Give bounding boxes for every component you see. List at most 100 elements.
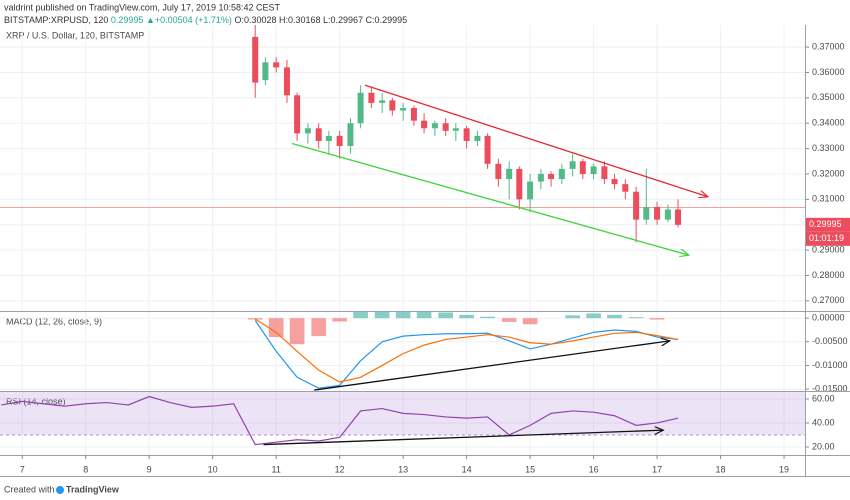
- histogram-bar: [501, 318, 517, 322]
- x-tick-label: 17: [652, 464, 662, 474]
- candle-body: [431, 123, 438, 129]
- candle-body: [400, 107, 407, 111]
- candle-body: [325, 135, 332, 141]
- y-tick-label: 0.36000: [812, 67, 845, 77]
- candle-body: [579, 161, 586, 174]
- symbol: BITSTAMP:XRPUSD, 120: [4, 15, 108, 25]
- indicator-line: [254, 320, 679, 389]
- histogram-bar: [332, 318, 347, 322]
- y-tick-label: -0.00500: [812, 336, 848, 346]
- footer-brand: TradingView: [66, 484, 120, 494]
- candle-body: [537, 173, 544, 182]
- candle-body: [558, 168, 565, 180]
- y-tick-label: 0.34000: [812, 118, 845, 128]
- histogram-bar: [416, 312, 432, 319]
- histogram-bar: [268, 318, 284, 338]
- y-tick-label: 0.00000: [812, 313, 845, 323]
- countdown-label: 01:01:19: [809, 233, 844, 243]
- candle-body: [590, 166, 597, 174]
- x-tick-label: 11: [271, 464, 280, 474]
- candle-body: [315, 128, 322, 141]
- candle-body: [410, 107, 417, 121]
- price: 0.29995: [111, 15, 144, 25]
- brand-logo: [56, 486, 64, 494]
- candle-body: [357, 92, 364, 124]
- countdown-box: [805, 231, 850, 246]
- last-price-label: 0.29995: [809, 219, 842, 229]
- candle-body: [527, 181, 534, 200]
- x-tick-label: 14: [462, 464, 472, 474]
- candle-body: [506, 168, 513, 180]
- y-tick-label: 0.27000: [812, 295, 845, 305]
- trendline: [364, 84, 708, 197]
- x-tick-label: 7: [20, 464, 25, 474]
- candle-body: [622, 184, 629, 192]
- histogram-bar: [438, 312, 454, 319]
- candle-body: [633, 191, 640, 220]
- candle-body: [548, 173, 555, 180]
- panel: [0, 392, 805, 455]
- rsi-title: RSI (14, close): [6, 396, 66, 406]
- y-tick-label: -0.01500: [812, 383, 848, 393]
- histogram-bar: [628, 317, 644, 319]
- y-tick-label: 0.37000: [812, 41, 845, 51]
- histogram-bar: [247, 318, 263, 320]
- x-tick-label: 10: [208, 464, 218, 474]
- candle-body: [442, 123, 449, 131]
- x-tick-label: 9: [147, 464, 152, 474]
- macd-title: MACD (12, 26, close, 9): [6, 316, 102, 326]
- x-tick-label: 15: [525, 464, 535, 474]
- candle-body: [516, 168, 523, 200]
- candle-body: [495, 163, 502, 180]
- histogram-bar: [353, 312, 368, 319]
- histogram-bar: [289, 318, 305, 345]
- candle-body: [336, 135, 343, 147]
- last-price-box: [805, 217, 850, 232]
- y-tick-label: 0.28000: [812, 270, 845, 280]
- y-tick-label: 0.29000: [812, 244, 845, 254]
- histogram-bar: [311, 318, 327, 337]
- candle-body: [347, 123, 354, 147]
- panel: [0, 25, 805, 311]
- change-arrow: ▲: [146, 15, 155, 25]
- author-line: valdrint published on TradingView.com, J…: [4, 2, 281, 12]
- candle-body: [654, 206, 661, 220]
- histogram-bar: [649, 318, 665, 320]
- y-tick-label: 60.00: [812, 393, 835, 403]
- candle-body: [601, 166, 608, 180]
- candle-body: [389, 100, 396, 111]
- candle-body: [664, 209, 671, 220]
- indicator-line: [1, 395, 679, 446]
- candle-body: [463, 128, 470, 141]
- candle-body: [611, 179, 618, 185]
- candle-body: [368, 92, 375, 103]
- candle-body: [569, 161, 576, 169]
- trendline: [314, 341, 670, 391]
- candle-body: [379, 100, 386, 103]
- histogram-bar: [607, 314, 622, 319]
- candle-body: [675, 209, 682, 225]
- y-tick-label: 0.31000: [812, 194, 845, 204]
- series-legend: XRP / U.S. Dollar, 120, BITSTAMP: [6, 30, 144, 40]
- footer-text: Created with: [4, 484, 55, 494]
- candle-body: [294, 95, 301, 134]
- candle-body: [304, 128, 311, 134]
- x-tick-label: 16: [589, 464, 599, 474]
- x-tick-label: 12: [335, 464, 345, 474]
- indicator-line: [254, 318, 679, 383]
- candle-body: [474, 135, 481, 141]
- histogram-bar: [522, 318, 538, 325]
- candle-body: [421, 120, 428, 129]
- candle-body: [252, 36, 259, 83]
- y-tick-label: 20.00: [812, 441, 835, 451]
- histogram-bar: [395, 312, 411, 319]
- ohlc: O:0.30028 H:0.30168 L:0.29967 C:0.29995: [234, 15, 407, 25]
- y-tick-label: 40.00: [812, 417, 835, 427]
- x-tick-label: 18: [716, 464, 726, 474]
- x-tick-label: 19: [779, 464, 789, 474]
- histogram-bar: [459, 314, 474, 319]
- symbol-line: BITSTAMP:XRPUSD, 120 0.29995 ▲+0.00504 (…: [4, 15, 407, 25]
- candle-body: [262, 62, 269, 81]
- y-tick-label: 0.33000: [812, 143, 845, 153]
- candle-body: [452, 128, 459, 131]
